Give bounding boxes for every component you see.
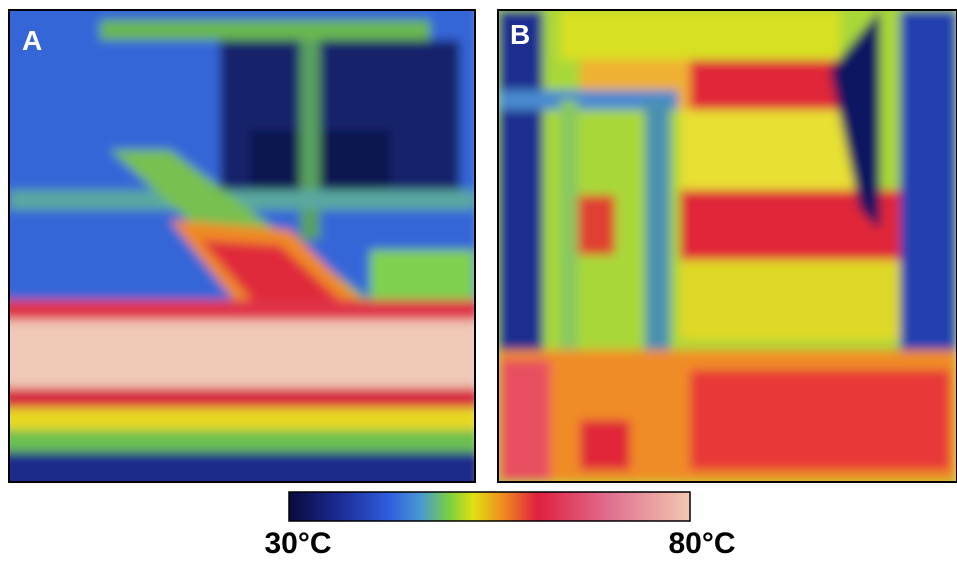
panel-label: A — [22, 25, 42, 56]
color-bar-max-label: 80°C — [668, 527, 735, 558]
color-bar-min-label: 30°C — [264, 527, 331, 558]
thermal-image-b: B — [490, 0, 957, 490]
thermal-image-a: A — [0, 0, 480, 492]
panel-label: B — [510, 19, 530, 50]
color-bar — [289, 492, 690, 521]
figure: A — [0, 0, 957, 558]
